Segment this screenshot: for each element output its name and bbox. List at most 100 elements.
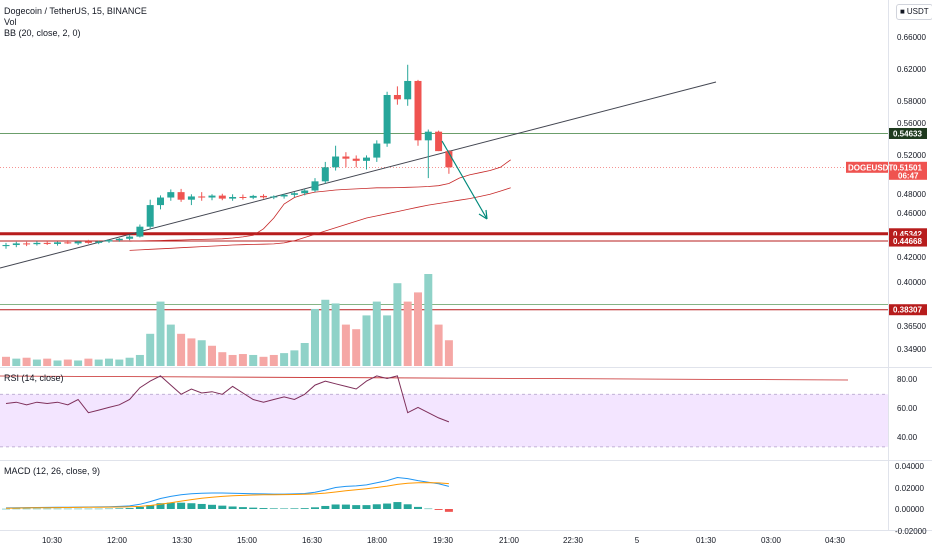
macd-tick-label: -0.02000	[895, 527, 927, 536]
macd-histogram-bar	[208, 504, 216, 509]
candle-body	[404, 80, 412, 100]
time-tick-label: 01:30	[696, 536, 717, 545]
price-tick-label: 0.34900	[897, 345, 926, 354]
candle-body	[424, 131, 432, 141]
macd-histogram-bar	[166, 502, 175, 509]
price-tick-label: 0.46000	[897, 209, 926, 218]
macd-histogram-bar	[341, 504, 350, 509]
volume-bar	[311, 308, 319, 366]
candle-body	[33, 242, 41, 245]
macd-histogram-bar	[197, 503, 206, 509]
macd-histogram-bar	[146, 505, 155, 509]
price-tag	[889, 161, 927, 180]
macd-histogram-bar	[74, 508, 83, 510]
candle-body	[64, 242, 72, 244]
candle-body	[445, 151, 453, 168]
rsi-label: RSI (14, close)	[4, 373, 64, 383]
candle-body	[115, 238, 123, 241]
volume-bar	[32, 359, 41, 366]
macd-histogram-bar	[187, 503, 196, 509]
time-tick-label: 13:30	[172, 536, 193, 545]
macd-histogram-bar	[300, 508, 309, 509]
price-tag-value: 0.51501	[893, 163, 922, 172]
volume-bar	[187, 338, 196, 366]
volume-pane	[2, 274, 453, 366]
macd-histogram-bar	[331, 504, 340, 509]
volume-bar	[74, 360, 83, 366]
price-tick-label: 0.58000	[897, 97, 926, 106]
macd-histogram-bar	[414, 506, 422, 509]
volume-bar	[208, 345, 216, 366]
candle-body	[363, 157, 370, 161]
candle-body	[74, 241, 82, 244]
currency-selector[interactable]: ■ USDT	[896, 4, 932, 20]
candle-body	[84, 241, 92, 243]
candle-body	[146, 205, 154, 227]
macd-histogram-bar	[53, 508, 62, 510]
candle-body	[290, 193, 298, 195]
macd-histogram-bar	[32, 508, 41, 510]
candle-body	[270, 196, 278, 198]
projection-arrowhead	[478, 209, 488, 220]
volume-bar	[218, 352, 227, 366]
bb-label: BB (20, close, 2, 0)	[4, 28, 81, 38]
price-tag	[889, 228, 927, 240]
volume-bar	[2, 356, 10, 366]
volume-bar	[12, 358, 21, 366]
volume-bar	[146, 333, 155, 366]
volume-bar	[259, 356, 268, 366]
volume-bar	[43, 358, 52, 366]
rsi-tick-label: 60.00	[897, 404, 918, 413]
candle-body	[12, 243, 20, 246]
macd-histogram-bar	[12, 508, 21, 510]
macd-histogram-bar	[311, 507, 319, 509]
macd-histogram-bar	[444, 509, 453, 512]
time-tick-label: 04:30	[825, 536, 846, 545]
volume-bar	[352, 329, 361, 366]
time-tick-label: 10:30	[42, 536, 63, 545]
time-tick-label: 15:00	[237, 536, 258, 545]
price-pane	[0, 64, 888, 311]
volume-bar	[63, 359, 72, 366]
volume-bar	[84, 358, 93, 366]
time-tick-label: 21:00	[499, 536, 520, 545]
chart-title: Dogecoin / TetherUS, 15, BINANCE	[4, 6, 147, 16]
price-tag-countdown: 06:47	[898, 171, 919, 180]
candle-body	[43, 242, 51, 244]
macd-histogram-bar	[238, 507, 247, 509]
macd-histogram-bar	[362, 505, 371, 509]
time-tick-label: 12:00	[107, 536, 128, 545]
candle-body	[301, 190, 309, 194]
volume-bar	[249, 354, 258, 366]
price-tick-label: 0.48000	[897, 190, 926, 199]
time-tick-label: 03:00	[761, 536, 782, 545]
price-tag-value: 0.44668	[893, 237, 922, 246]
bb-upper-line	[129, 159, 511, 242]
candle-body	[126, 236, 134, 239]
volume-bar	[53, 360, 62, 366]
macd-histogram-bar	[321, 505, 330, 509]
macd-histogram-bar	[372, 504, 381, 509]
candle-body	[2, 245, 10, 247]
macd-tick-label: 0.00000	[895, 505, 924, 514]
candle-body	[373, 143, 381, 158]
volume-bar	[177, 333, 186, 366]
price-tag-value: 0.54633	[893, 129, 922, 138]
volume-bar	[105, 358, 113, 366]
volume-bar	[424, 274, 433, 366]
volume-bar	[341, 324, 350, 366]
volume-bar	[321, 299, 330, 366]
macd-histogram-bar	[218, 505, 227, 509]
projection-arrow	[441, 140, 488, 220]
rsi-trendline	[0, 375, 849, 381]
macd-histogram-bar	[43, 508, 52, 510]
volume-bar	[414, 292, 422, 366]
macd-histogram-bar	[424, 508, 433, 510]
candle-body	[342, 156, 350, 159]
volume-bar	[115, 359, 124, 366]
price-tick-label: 0.52000	[897, 151, 926, 160]
macd-histogram-bar	[115, 508, 124, 509]
volume-bar	[228, 354, 237, 366]
macd-histogram-bar	[135, 506, 144, 509]
